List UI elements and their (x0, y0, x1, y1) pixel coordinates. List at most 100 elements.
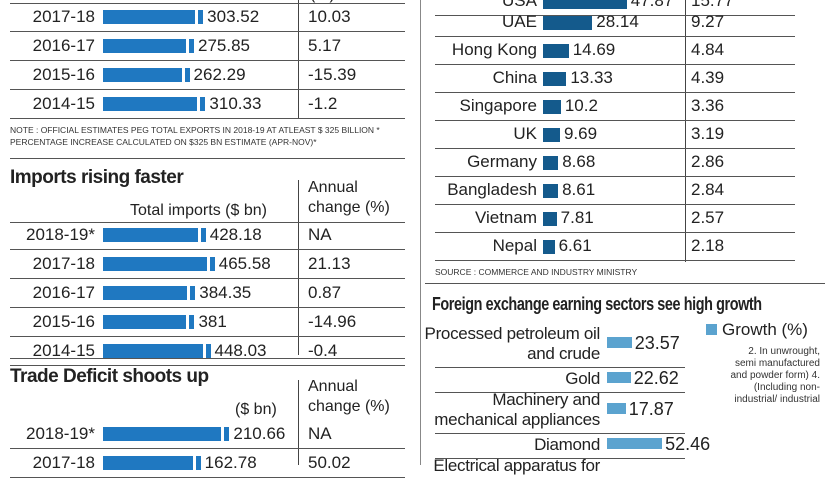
panel-border (420, 0, 421, 465)
row-divider (10, 336, 405, 337)
row-divider (435, 15, 795, 16)
country-share: 2.57 (691, 208, 725, 227)
change-value: -15.39 (308, 65, 357, 84)
bar (103, 68, 182, 82)
bar-cap (209, 257, 215, 271)
row-divider (10, 3, 405, 4)
bar-cap (195, 456, 201, 470)
imports-unit: Total imports ($ bn) (130, 202, 267, 219)
sector-label: Processed petroleum oil and crude (424, 324, 601, 363)
row-divider (10, 249, 405, 250)
column-divider (298, 0, 299, 118)
year-label: 2014-15 (32, 94, 95, 113)
bar-cap (189, 39, 195, 53)
section-divider (10, 358, 405, 359)
country-share: 2.84 (691, 180, 725, 199)
row-divider (435, 260, 795, 261)
bar (103, 344, 203, 358)
value-label: 275.85 (198, 36, 251, 55)
bar-cap (190, 286, 196, 300)
year-label: 2017-18 (32, 453, 95, 472)
country-value: 8.68 (562, 152, 596, 171)
country-value: 8.61 (562, 180, 596, 199)
value-label: 310.33 (209, 94, 262, 113)
change-value: 50.02 (308, 453, 351, 472)
value-label: 381 (198, 312, 227, 331)
row-divider (10, 365, 405, 366)
country-label: UAE (502, 12, 537, 31)
change-value: 21.13 (308, 254, 351, 273)
deficit-unit: ($ bn) (235, 401, 277, 418)
country-value: 9.69 (563, 124, 598, 143)
change-value: NA (308, 225, 332, 244)
change-value: -0.4 (308, 341, 338, 360)
change-value: 0.87 (308, 283, 342, 302)
sector-label: Electrical apparatus for (433, 456, 600, 475)
country-bar (543, 72, 567, 86)
country-bar (543, 100, 561, 114)
country-value: 14.69 (572, 40, 616, 59)
country-share: 15.77 (691, 0, 734, 10)
value-label: 303.52 (207, 7, 260, 26)
year-label: 2014-15 (32, 341, 95, 360)
country-share: 3.19 (691, 124, 725, 143)
row-divider (435, 232, 795, 233)
row-divider (435, 120, 795, 121)
bar (103, 456, 193, 470)
bar (103, 286, 188, 300)
row-divider (435, 64, 795, 65)
bar-cap (224, 427, 230, 441)
country-bar (543, 0, 627, 9)
row-divider (10, 222, 405, 223)
value-label: 428.18 (209, 225, 262, 244)
year-label: 2016-17 (32, 283, 95, 302)
country-label: China (492, 68, 537, 87)
country-label: Nepal (492, 236, 537, 255)
bar-cap (189, 315, 195, 329)
footnotes: 2. In unwrought, semi manufactured and p… (730, 346, 821, 405)
value-label: 465.58 (218, 254, 271, 273)
year-label: 2018-19* (25, 424, 95, 443)
year-label: 2015-16 (32, 312, 95, 331)
sector-label: Machinery and mechanical appliances (434, 390, 600, 429)
row-divider (10, 278, 405, 279)
sector-bar (607, 438, 663, 449)
value-label: 162.78 (204, 453, 257, 472)
legend: Growth (%) (706, 320, 808, 340)
sector-value: 17.87 (628, 399, 674, 419)
row-divider (435, 148, 795, 149)
change-value: NA (308, 424, 332, 443)
bar-cap (184, 68, 190, 82)
section-divider (10, 158, 405, 159)
row-divider (10, 31, 405, 32)
country-value: 6.61 (558, 236, 592, 255)
country-bar (543, 240, 555, 254)
country-bar (543, 212, 557, 226)
country-label: USA (502, 0, 537, 10)
country-label: Vietnam (474, 208, 537, 227)
year-label: 2015-16 (32, 65, 95, 84)
bar (103, 10, 196, 24)
change-value: 5.17 (308, 36, 342, 55)
country-value: 7.81 (560, 208, 594, 227)
column-divider (298, 180, 299, 355)
sector-value: 52.46 (665, 434, 711, 454)
row-divider (435, 176, 795, 177)
country-label: UK (513, 124, 537, 143)
bar-cap (205, 344, 211, 358)
row-divider (435, 433, 685, 434)
deficit-change-header: Annual change (%) (308, 378, 390, 415)
section-divider (425, 283, 825, 284)
bar-cap (200, 228, 206, 242)
sector-value: 23.57 (634, 333, 680, 353)
row-divider (435, 36, 795, 37)
country-share: 3.36 (691, 96, 725, 115)
country-value: 10.2 (564, 96, 598, 115)
country-label: Singapore (459, 96, 537, 115)
change-value: -1.2 (308, 94, 338, 113)
year-label: 2016-17 (32, 36, 95, 55)
bar (103, 427, 222, 441)
country-share: 2.18 (691, 236, 725, 255)
bar (103, 257, 207, 271)
row-divider (435, 367, 685, 368)
